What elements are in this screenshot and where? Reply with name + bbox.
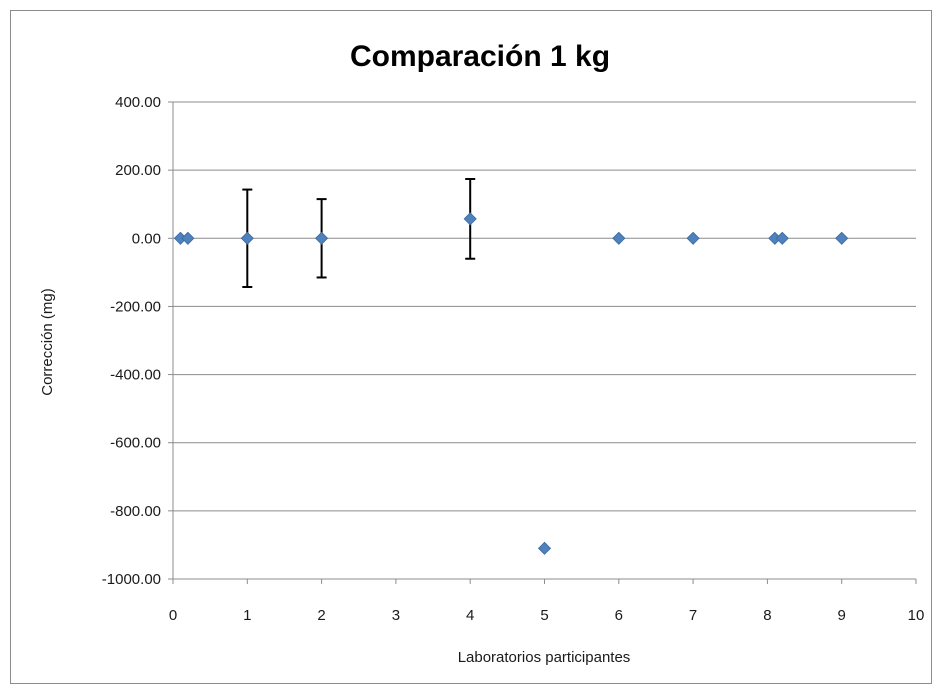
data-point: [240, 231, 254, 245]
x-tick-label: 1: [243, 607, 251, 624]
x-tick-label: 6: [615, 607, 623, 624]
data-points: [173, 212, 849, 555]
data-point: [181, 231, 195, 245]
x-tick-label: 10: [908, 607, 925, 624]
y-tick-labels: 400.00 200.00 0.00 -200.00 -400.00 -600.00 -80…: [102, 94, 161, 588]
data-point: [775, 231, 789, 245]
y-tick-label: 0.00: [132, 230, 161, 247]
data-point: [537, 541, 552, 555]
y-tick-label: -1000.00: [102, 571, 161, 588]
y-tick-label: -400.00: [110, 367, 161, 384]
x-tick-label: 8: [763, 607, 771, 624]
y-tick-label: -600.00: [110, 435, 161, 452]
x-tick-label: 7: [689, 607, 697, 624]
x-tick-label: 2: [317, 607, 325, 624]
y-tick-label: -800.00: [110, 503, 161, 520]
gridlines: [173, 101, 916, 512]
x-tick-labels: 0 1 2 3 4 5 6 7 8 9 10: [169, 607, 925, 624]
data-point: [612, 231, 626, 245]
data-point: [835, 231, 849, 245]
x-tick-label: 4: [466, 607, 474, 624]
data-point: [686, 231, 700, 245]
data-point: [315, 231, 329, 245]
axes: [168, 101, 917, 584]
y-axis-label: Corrección (mg): [39, 288, 56, 396]
chart-title: Comparación 1 kg: [350, 40, 610, 73]
x-tick-label: 9: [838, 607, 846, 624]
x-tick-label: 3: [392, 607, 400, 624]
y-tick-label: -200.00: [110, 298, 161, 315]
error-bars: [242, 178, 476, 289]
data-point: [463, 212, 477, 226]
x-axis-label: Laboratorios participantes: [458, 649, 631, 666]
y-tick-label: 400.00: [115, 94, 161, 111]
x-tick-label: 5: [540, 607, 548, 624]
chart-frame: [10, 10, 932, 684]
x-tick-label: 0: [169, 607, 177, 624]
y-tick-label: 200.00: [115, 162, 161, 179]
